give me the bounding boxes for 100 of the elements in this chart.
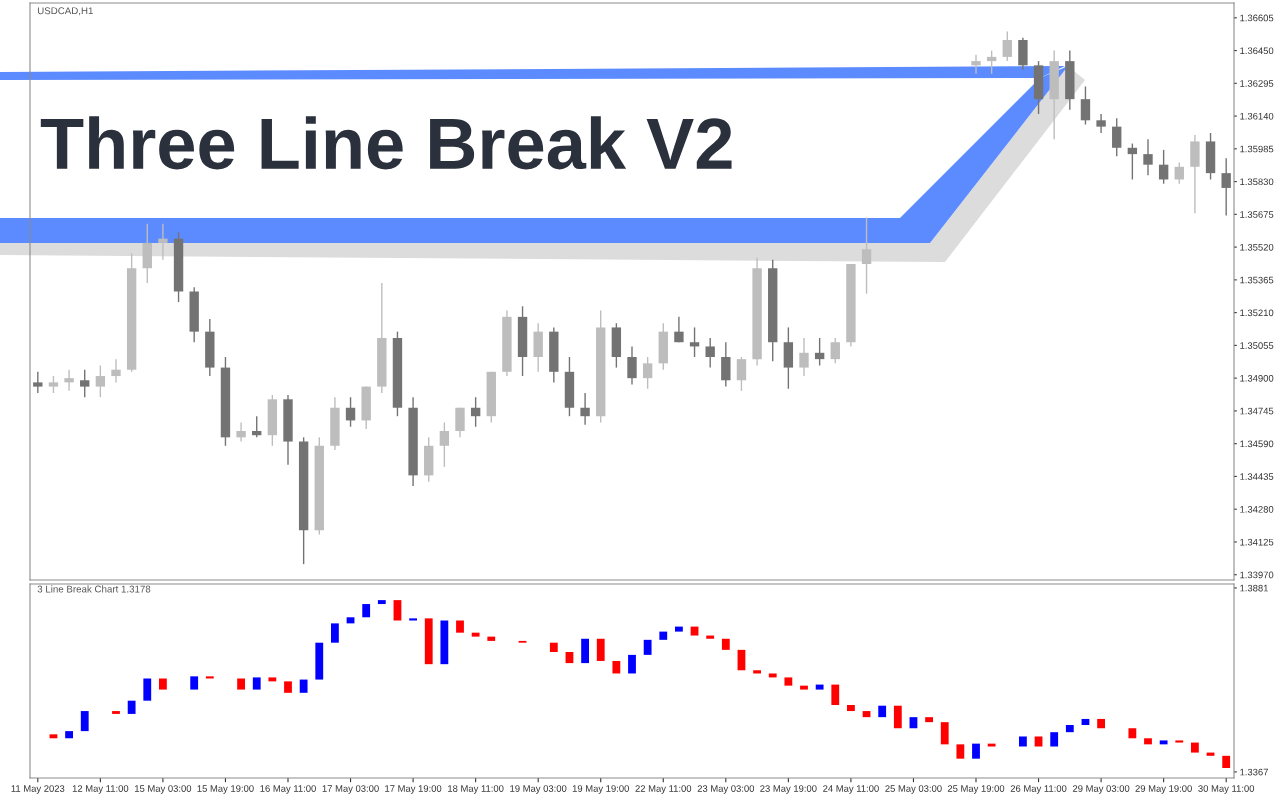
bar xyxy=(690,626,699,636)
bar xyxy=(1175,740,1184,743)
bar xyxy=(331,623,339,643)
bar xyxy=(893,705,902,729)
bar xyxy=(409,618,417,621)
candlestick xyxy=(1143,138,1153,176)
chart-title: USDCAD,H1 xyxy=(37,7,93,16)
candlestick xyxy=(345,396,356,428)
bar xyxy=(925,717,933,723)
y-tick-label: 1.35210 xyxy=(1240,309,1274,317)
x-tick-label: 25 May 19:00 xyxy=(947,785,1005,794)
bar xyxy=(596,638,605,661)
y-tick-label: 1.33970 xyxy=(1240,571,1274,579)
bar xyxy=(847,704,855,712)
bar xyxy=(1034,736,1043,747)
y-tick-label: 1.35055 xyxy=(1240,342,1274,349)
bar xyxy=(987,743,996,747)
bar xyxy=(581,638,589,664)
candlestick xyxy=(1096,113,1106,134)
bar xyxy=(612,660,621,674)
bar xyxy=(456,620,464,633)
bar xyxy=(299,679,308,693)
bar xyxy=(1128,728,1137,739)
y-tick-label: 1.36295 xyxy=(1240,80,1274,87)
x-tick-label: 22 May 11:00 xyxy=(635,785,692,794)
bar xyxy=(127,700,136,714)
chart-title: 3 Line Break Chart 1.3178 xyxy=(37,585,151,593)
bar xyxy=(800,685,808,690)
bar xyxy=(252,677,261,690)
y-tick-label: 1.34280 xyxy=(1240,506,1274,513)
x-tick-label: 24 May 11:00 xyxy=(823,785,879,794)
candlestick xyxy=(1158,149,1169,185)
x-tick-label: 18 May 11:00 xyxy=(448,785,504,794)
bar xyxy=(878,705,887,718)
bar xyxy=(1144,738,1152,745)
y-tick-label: 1.36605 xyxy=(1240,14,1274,22)
candlestick xyxy=(986,49,997,75)
candlestick xyxy=(111,358,121,384)
candlestick xyxy=(470,396,481,428)
y-tick-label: 1.35520 xyxy=(1240,243,1274,251)
bar xyxy=(393,600,402,621)
candlestick xyxy=(33,371,43,394)
x-tick-label: 11 May 2023 xyxy=(11,785,65,794)
bar xyxy=(377,600,386,605)
y-tick-label: 1.3881 xyxy=(1240,584,1268,592)
candlestick xyxy=(689,326,700,358)
candlestick xyxy=(252,415,262,439)
bar xyxy=(471,632,480,637)
bar xyxy=(284,681,292,693)
candlestick xyxy=(705,337,715,369)
x-tick-label: 26 May 11:00 xyxy=(1010,785,1067,794)
bar xyxy=(1191,742,1199,753)
x-tick-label: 15 May 19:00 xyxy=(197,785,254,794)
candlestick xyxy=(1002,30,1012,62)
bar xyxy=(362,604,371,618)
y-tick-label: 1.34435 xyxy=(1240,473,1274,480)
bar xyxy=(440,620,449,665)
candlestick xyxy=(236,421,246,443)
bar xyxy=(424,618,433,665)
bar xyxy=(1159,740,1168,745)
bar xyxy=(1050,732,1059,747)
bar xyxy=(940,722,949,745)
bar xyxy=(487,636,496,641)
candlestick xyxy=(455,407,465,439)
bar xyxy=(815,684,824,690)
candlestick xyxy=(1127,142,1138,181)
bar xyxy=(143,678,152,701)
candlestick xyxy=(1174,161,1184,185)
y-tick-label: 1.34900 xyxy=(1240,374,1274,382)
bar xyxy=(49,734,58,739)
x-tick-label: 17 May 03:00 xyxy=(322,785,379,794)
y-tick-label: 1.3367 xyxy=(1240,768,1268,776)
candlestick xyxy=(95,364,106,398)
bar xyxy=(159,678,167,690)
candlestick xyxy=(1221,157,1231,217)
candlestick xyxy=(580,392,590,426)
candlestick xyxy=(814,337,825,367)
x-tick-label: 17 May 19:00 xyxy=(385,785,442,794)
candlestick xyxy=(158,223,168,261)
y-tick-label: 1.35830 xyxy=(1240,178,1274,186)
x-tick-label: 19 May 03:00 xyxy=(510,785,567,794)
candlestick xyxy=(439,421,450,468)
bar xyxy=(237,678,245,690)
x-tick-label: 15 May 03:00 xyxy=(135,785,192,794)
x-tick-label: 25 May 03:00 xyxy=(885,785,942,794)
x-tick-label: 30 May 11:00 xyxy=(1198,785,1255,794)
candlestick xyxy=(627,345,637,386)
x-tick-label: 29 May 03:00 xyxy=(1072,785,1130,794)
bar xyxy=(315,642,324,680)
bar xyxy=(205,676,214,679)
bar xyxy=(1019,736,1027,747)
bar xyxy=(190,676,199,690)
bar xyxy=(768,673,777,678)
y-tick-label: 1.35365 xyxy=(1240,276,1274,284)
candlestick xyxy=(1080,85,1091,126)
x-tick-label: 19 May 19:00 xyxy=(572,785,629,794)
bar xyxy=(65,731,73,739)
y-tick-label: 1.36450 xyxy=(1240,47,1274,55)
bar xyxy=(831,684,840,705)
candlestick xyxy=(642,356,653,390)
